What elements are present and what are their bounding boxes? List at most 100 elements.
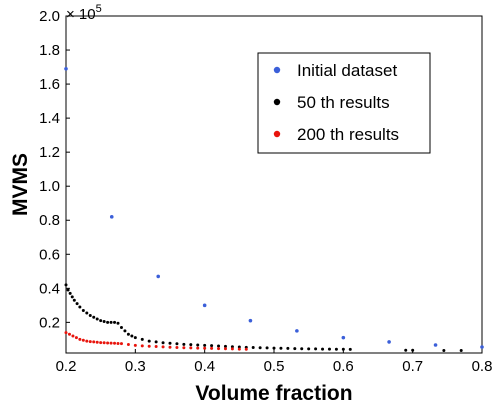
data-point xyxy=(404,348,408,352)
data-point xyxy=(272,346,276,350)
data-point xyxy=(265,346,269,350)
data-point xyxy=(341,335,346,340)
data-point xyxy=(68,291,72,295)
data-point xyxy=(480,345,484,349)
legend: Initial dataset 50 th results 200 th resul… xyxy=(257,52,431,154)
data-point xyxy=(116,321,120,325)
x-tick-label: 0.7 xyxy=(402,358,423,375)
data-point xyxy=(210,346,214,350)
data-points xyxy=(64,66,484,352)
data-point xyxy=(92,340,96,344)
y-tick-label: 0.8 xyxy=(39,212,60,229)
data-point xyxy=(168,341,172,345)
data-point xyxy=(147,344,151,348)
legend-label: Initial dataset xyxy=(297,61,397,80)
data-point xyxy=(81,308,85,312)
data-point xyxy=(244,347,248,351)
data-point xyxy=(327,347,331,351)
data-point xyxy=(71,334,75,338)
y-axis-multiplier-base: × 10 xyxy=(66,6,96,23)
data-point xyxy=(251,346,255,350)
data-point xyxy=(140,337,144,341)
data-point xyxy=(102,341,106,345)
y-tick-label: 1.4 xyxy=(39,110,60,127)
data-point xyxy=(109,320,113,324)
data-point xyxy=(433,343,438,347)
y-tick-label: 1.6 xyxy=(39,76,60,93)
y-tick-label: 0.6 xyxy=(39,246,60,263)
data-point xyxy=(126,332,130,336)
data-point xyxy=(300,347,304,351)
data-point xyxy=(210,344,214,348)
data-point xyxy=(202,303,207,308)
data-point xyxy=(81,338,85,342)
x-axis-title: Volume fraction xyxy=(195,382,352,405)
data-point xyxy=(109,341,113,345)
x-tick-label: 0.6 xyxy=(333,358,354,375)
data-point xyxy=(295,329,299,333)
data-point xyxy=(64,66,68,71)
data-point xyxy=(459,348,463,352)
data-point xyxy=(442,348,446,352)
data-point xyxy=(387,340,391,344)
legend-label: 50 th results xyxy=(297,93,390,112)
data-point xyxy=(182,346,186,350)
y-tick-label: 2.0 xyxy=(39,8,60,25)
data-point xyxy=(348,347,352,351)
x-tick-label: 0.8 xyxy=(472,358,493,375)
y-tick-label: 1.8 xyxy=(39,42,60,59)
data-point xyxy=(113,341,117,345)
legend-marker xyxy=(273,130,281,138)
data-point xyxy=(248,318,253,323)
data-point xyxy=(217,347,221,351)
x-tick-label: 0.3 xyxy=(125,358,146,375)
data-point xyxy=(106,341,110,345)
data-point xyxy=(78,305,82,309)
data-point xyxy=(130,334,134,338)
data-point xyxy=(154,345,158,349)
y-tick-label: 1.0 xyxy=(39,178,60,195)
data-point xyxy=(293,347,297,351)
data-point xyxy=(175,346,179,350)
data-point xyxy=(223,344,227,348)
data-point xyxy=(189,343,193,347)
data-point xyxy=(189,346,193,350)
data-point xyxy=(258,346,262,350)
data-point xyxy=(334,347,338,351)
data-point xyxy=(230,347,234,351)
y-tick-label: 1.2 xyxy=(39,144,60,161)
data-point xyxy=(175,342,179,346)
y-axis-multiplier: × 105 xyxy=(66,3,102,23)
legend-box xyxy=(257,52,431,154)
x-tick-label: 0.4 xyxy=(194,358,215,375)
data-point xyxy=(133,336,137,340)
data-point xyxy=(196,343,200,347)
data-point xyxy=(126,342,130,346)
data-point xyxy=(64,283,68,287)
legend-marker xyxy=(273,66,281,74)
data-point xyxy=(314,347,318,351)
data-point xyxy=(66,288,70,292)
data-point xyxy=(88,314,92,318)
data-point xyxy=(123,329,127,333)
data-point xyxy=(102,320,106,324)
data-point xyxy=(95,340,99,344)
data-point xyxy=(85,339,89,343)
data-point xyxy=(74,336,78,340)
data-point xyxy=(119,342,123,346)
data-point xyxy=(237,347,241,351)
data-point xyxy=(67,332,71,336)
data-point xyxy=(99,319,103,323)
data-point xyxy=(116,341,120,345)
data-point xyxy=(106,320,110,324)
data-point xyxy=(230,345,234,349)
data-point xyxy=(203,343,207,347)
y-tick-label: 0.2 xyxy=(39,314,60,331)
data-point xyxy=(286,346,290,350)
data-point xyxy=(196,346,200,350)
data-point xyxy=(154,340,158,344)
x-tick-label: 0.5 xyxy=(264,358,285,375)
x-tick-label: 0.2 xyxy=(56,358,77,375)
data-point xyxy=(109,215,114,219)
